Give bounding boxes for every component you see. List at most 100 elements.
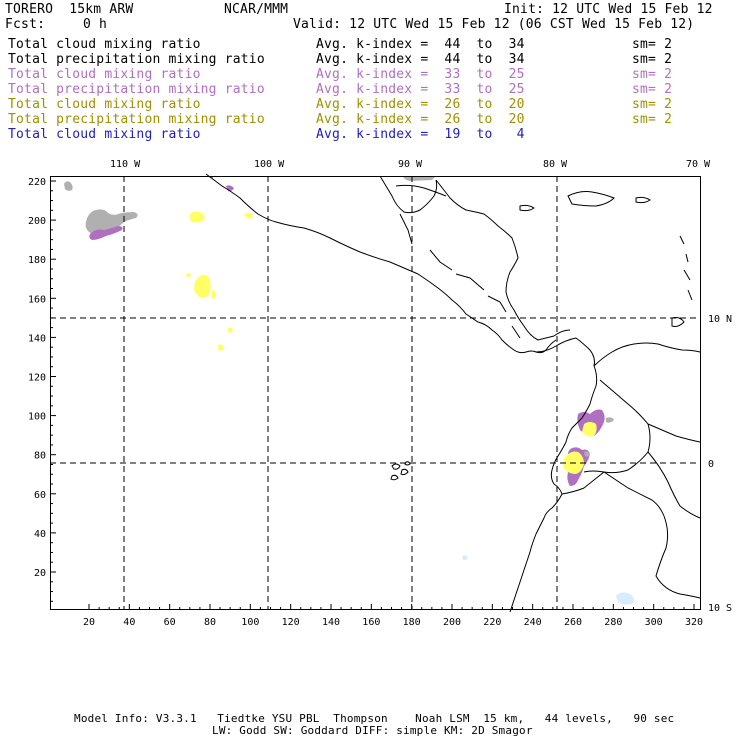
bottom-tick-label: 100	[241, 617, 259, 628]
island-cuba	[395, 184, 447, 197]
cloud-area-yellow	[211, 290, 216, 299]
bottom-tick-label: 320	[685, 617, 703, 628]
legend-sm: sm= 2	[632, 52, 673, 67]
fcst-value: 0 h	[83, 17, 108, 32]
legend-sm: sm= 2	[632, 82, 673, 97]
legend-kindex: Avg. k-index = 26 to 20	[316, 112, 525, 127]
cloud-area-yellow	[186, 273, 191, 278]
border-central-america	[399, 213, 521, 339]
legend-field: Total cloud mixing ratio	[8, 37, 201, 52]
island-trinidad	[671, 317, 685, 327]
left-tick-label: 60	[34, 490, 46, 501]
legend-kindex: Avg. k-index = 44 to 34	[316, 37, 525, 52]
cloud-area-gray	[85, 209, 138, 235]
lon-label: 90 W	[398, 159, 423, 170]
bottom-tick-label: 160	[362, 617, 380, 628]
legend-field: Total precipitation mixing ratio	[8, 112, 265, 127]
bottom-tick-label: 60	[164, 617, 176, 628]
fcst-label: Fcst:	[5, 17, 46, 32]
model-title: TORERO 15km ARW	[5, 2, 134, 17]
left-tick-label: 20	[34, 568, 46, 579]
cloud-area-yellow	[189, 211, 205, 223]
cloud-area-yellow	[582, 422, 597, 437]
valid-time: Valid: 12 UTC Wed 15 Feb 12 (06 CST Wed …	[293, 17, 695, 32]
island-lesser-antilles	[679, 235, 693, 301]
legend-field: Total cloud mixing ratio	[8, 97, 201, 112]
island-jamaica	[519, 204, 535, 212]
legend-sm: sm= 2	[632, 97, 673, 112]
legend-sm: sm= 2	[632, 37, 673, 52]
left-tick-label: 220	[28, 177, 46, 188]
left-tick-label: 160	[28, 294, 46, 305]
legend-kindex: Avg. k-index = 33 to 25	[316, 67, 525, 82]
coastline-south-america	[509, 365, 598, 613]
cloud-area-lightblue	[616, 592, 634, 605]
island-puerto-rico	[635, 196, 651, 204]
bottom-tick-label: 80	[204, 617, 216, 628]
border-brazil	[647, 423, 701, 519]
legend-field: Total cloud mixing ratio	[8, 127, 201, 142]
bottom-tick-label: 280	[604, 617, 622, 628]
left-tick-label: 180	[28, 255, 46, 266]
island-hispaniola	[567, 191, 615, 207]
lat-label: 0	[708, 459, 714, 470]
cloud-area-yellow	[194, 274, 211, 298]
cloud-area-yellow	[228, 327, 233, 333]
border-peru-brazil	[655, 515, 701, 599]
cloud-area-purple	[89, 226, 123, 240]
left-tick-label: 200	[28, 216, 46, 227]
lat-label: 10 N	[708, 314, 732, 325]
map-frame	[50, 176, 701, 610]
latitude-labels: 10 N 0 10 S	[708, 314, 732, 614]
field-fills	[64, 176, 634, 605]
bottom-axis: 20 40 60 80 100 120 140 160 180 200 220 240 260 280 30…	[83, 604, 703, 628]
legend-kindex: Avg. k-index = 33 to 25	[316, 82, 525, 97]
coastline-mexico-central-america	[205, 173, 557, 354]
left-tick-label: 120	[28, 373, 46, 384]
left-tick-label: 100	[28, 412, 46, 423]
cloud-area-lightblue	[462, 555, 468, 561]
lon-label: 80 W	[543, 159, 568, 170]
physics-info: LW: Godd SW: Goddard DIFF: simple KM: 2D…	[212, 724, 533, 737]
cloud-area-gray	[64, 181, 73, 191]
island-galapagos	[390, 461, 411, 481]
left-tick-label: 140	[28, 333, 46, 344]
model-info: Model Info: V3.3.1 Tiedtke YSU PBL Thomp…	[74, 712, 675, 725]
cloud-area-gray	[606, 417, 614, 423]
cloud-area-yellow	[218, 344, 224, 351]
bottom-tick-label: 220	[483, 617, 501, 628]
cloud-area-purple	[226, 185, 234, 192]
bottom-tick-label: 20	[83, 617, 95, 628]
legend-kindex: Avg. k-index = 19 to 4	[316, 127, 525, 142]
bottom-tick-label: 180	[403, 617, 421, 628]
legend-sm: sm= 2	[632, 67, 673, 82]
legend-field: Total precipitation mixing ratio	[8, 82, 265, 97]
bottom-tick-label: 200	[443, 617, 461, 628]
org-label: NCAR/MMM	[224, 2, 289, 17]
lat-label: 10 S	[708, 603, 732, 614]
legend-field: Total cloud mixing ratio	[8, 67, 201, 82]
bottom-tick-label: 120	[282, 617, 300, 628]
lon-label: 110 W	[110, 159, 141, 170]
border-ecuador-peru	[561, 471, 665, 517]
coastline-caribbean	[379, 175, 555, 341]
left-axis: 220 200 180 160 140 120 100 80 60 40 20	[28, 177, 56, 602]
coastline-north-south-america	[593, 342, 701, 367]
left-tick-label: 80	[34, 451, 46, 462]
legend-kindex: Avg. k-index = 44 to 34	[316, 52, 525, 67]
init-time: Init: 12 UTC Wed 15 Feb 12	[504, 2, 713, 17]
bottom-tick-label: 300	[645, 617, 663, 628]
bottom-tick-label: 40	[123, 617, 135, 628]
left-tick-label: 40	[34, 529, 46, 540]
cloud-area-gray	[403, 176, 436, 181]
bottom-tick-label: 140	[322, 617, 340, 628]
legend-kindex: Avg. k-index = 26 to 20	[316, 97, 525, 112]
coastlines	[205, 173, 701, 613]
legend-field: Total precipitation mixing ratio	[8, 52, 265, 67]
cloud-area-yellow	[244, 213, 253, 219]
lon-label: 70 W	[686, 159, 711, 170]
coastline-panama	[535, 329, 595, 367]
cloud-area-gray	[584, 451, 590, 457]
